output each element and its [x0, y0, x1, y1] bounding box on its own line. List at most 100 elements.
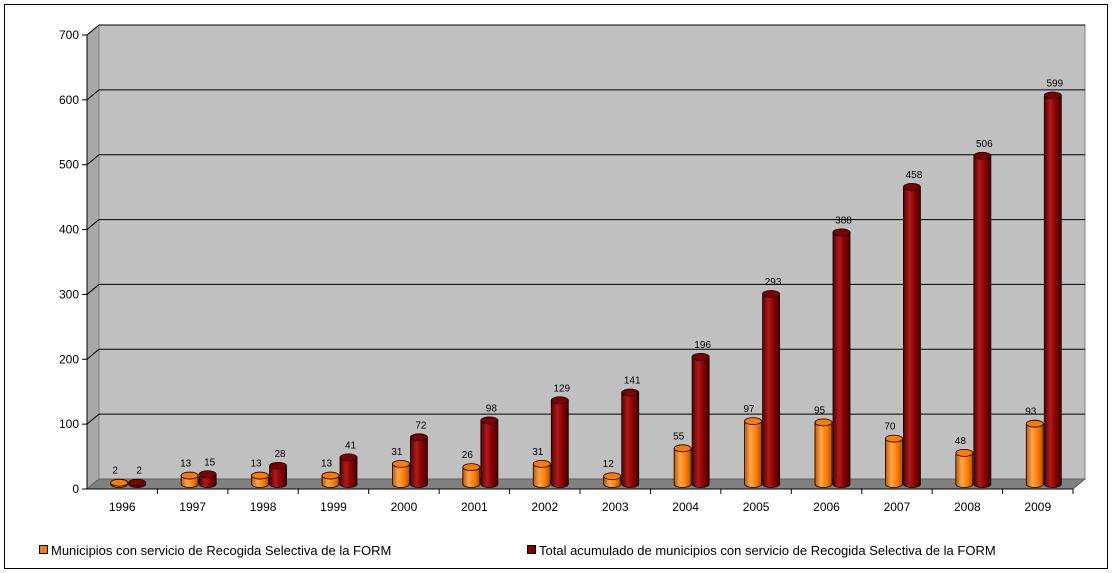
data-label: 28	[275, 449, 287, 460]
bar-body	[339, 457, 358, 488]
bar-cap	[339, 453, 358, 462]
x-tick-label: 2002	[531, 500, 558, 514]
data-label: 599	[1046, 79, 1063, 90]
gridline-depth	[86, 348, 100, 360]
bar-body	[955, 452, 974, 488]
bar	[603, 472, 622, 488]
bar-body	[673, 447, 692, 488]
data-label: 93	[1025, 407, 1037, 418]
y-tick-label: 700	[59, 28, 79, 42]
bar-cap	[198, 470, 217, 479]
bar	[269, 461, 287, 488]
bar	[691, 352, 710, 488]
bar-cap	[269, 461, 287, 470]
bar-cap	[673, 444, 692, 453]
bar-cap	[180, 471, 199, 480]
data-label: 15	[204, 457, 216, 468]
bar-cap	[480, 416, 499, 425]
data-label: 2	[136, 466, 142, 477]
data-label: 97	[744, 404, 756, 415]
gridline-depth	[86, 154, 100, 166]
x-tick-label: 2003	[602, 500, 629, 514]
bar	[198, 470, 217, 488]
bar	[673, 444, 692, 488]
bar	[180, 471, 199, 488]
data-label: 13	[180, 459, 192, 470]
bar-cap	[903, 183, 921, 191]
legend-label-series-0: Municipios con servicio de Recogida Sele…	[51, 543, 392, 558]
bar	[885, 434, 903, 488]
bar-cap	[973, 151, 992, 160]
data-label: 141	[624, 376, 641, 387]
gridline-depth	[86, 89, 100, 101]
bar	[814, 418, 833, 488]
y-tick-label: 600	[59, 93, 79, 107]
bar	[903, 183, 921, 488]
bar	[251, 471, 269, 488]
bar-body	[814, 421, 833, 488]
x-tick-label: 2005	[743, 500, 770, 514]
bar-body	[744, 420, 762, 488]
back-wall	[98, 24, 1086, 480]
bars	[110, 91, 1062, 488]
bar-body	[392, 463, 410, 488]
data-label: 48	[955, 436, 967, 447]
bar-cap	[251, 471, 269, 480]
data-label: 13	[251, 459, 263, 470]
bar-body	[480, 420, 499, 488]
bar-body	[1025, 423, 1044, 488]
x-tick-label: 2001	[461, 500, 488, 514]
bar-cap	[550, 396, 569, 405]
y-tick-label: 200	[59, 352, 79, 366]
data-label: 12	[603, 459, 615, 470]
x-tick-label: 2008	[954, 500, 981, 514]
bar-body	[973, 155, 992, 488]
labels: 0 100 200 300 400 500 600 700 1996 2 2 1997 13 15 1998…	[59, 28, 1064, 514]
bar-body	[621, 392, 640, 488]
bar	[339, 453, 358, 488]
plot-walls	[85, 23, 1087, 491]
bar	[110, 478, 129, 488]
bar-body	[885, 438, 903, 488]
data-label: 31	[532, 447, 544, 458]
data-label: 26	[462, 450, 474, 461]
bar-cap	[744, 417, 762, 425]
bar-cap	[762, 290, 780, 298]
gridlines	[82, 24, 1085, 494]
data-label: 41	[345, 440, 357, 451]
data-label: 95	[814, 405, 826, 416]
data-label: 506	[976, 139, 993, 150]
bar	[128, 478, 147, 488]
data-label: 55	[673, 431, 685, 442]
floor	[85, 478, 1087, 490]
bar-body	[550, 399, 569, 488]
x-tick-label: 1999	[320, 500, 347, 514]
legend-label-series-1: Total acumulado de municipios con servic…	[539, 543, 996, 558]
y-tick-label: 400	[59, 223, 79, 237]
bar-cap	[462, 463, 481, 472]
bar-cap	[1025, 419, 1044, 428]
x-tick-label: 2009	[1024, 500, 1051, 514]
bar-cap	[814, 418, 833, 427]
bar-body	[762, 293, 780, 488]
x-tick-label: 1996	[109, 500, 136, 514]
bar	[973, 151, 992, 488]
data-label: 31	[391, 447, 403, 458]
bar-cap	[885, 434, 903, 443]
bar-body	[903, 186, 921, 488]
data-label: 2	[112, 466, 118, 477]
gridline-depth	[86, 24, 100, 36]
bar	[1043, 91, 1062, 488]
gridline-depth	[86, 413, 100, 425]
bar-cap	[128, 478, 147, 487]
bar	[550, 396, 569, 488]
data-label: 458	[906, 170, 923, 181]
bar-body	[1043, 95, 1062, 488]
gridline-depth	[86, 284, 100, 295]
bar	[392, 459, 410, 488]
bar-cap	[532, 459, 551, 468]
bar-cap	[410, 433, 428, 442]
bar	[532, 459, 551, 488]
bar-cap	[603, 472, 622, 481]
data-label: 70	[884, 422, 896, 433]
